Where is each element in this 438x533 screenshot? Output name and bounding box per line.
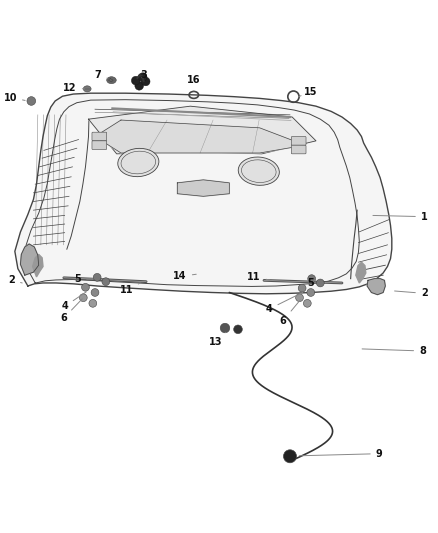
Circle shape xyxy=(27,96,35,106)
Text: 10: 10 xyxy=(4,93,25,102)
Circle shape xyxy=(220,323,230,333)
Text: 2: 2 xyxy=(8,276,22,285)
Text: 11: 11 xyxy=(120,283,140,295)
Polygon shape xyxy=(95,120,305,153)
Circle shape xyxy=(138,73,147,82)
Text: 9: 9 xyxy=(299,449,382,459)
Text: 7: 7 xyxy=(95,70,108,80)
Circle shape xyxy=(91,288,99,296)
Circle shape xyxy=(316,279,324,287)
Text: 4: 4 xyxy=(266,293,303,314)
Circle shape xyxy=(81,284,89,291)
Polygon shape xyxy=(367,279,385,295)
Circle shape xyxy=(283,450,297,463)
FancyBboxPatch shape xyxy=(291,145,306,154)
Circle shape xyxy=(307,288,314,296)
Polygon shape xyxy=(88,106,316,154)
Circle shape xyxy=(89,300,97,307)
Text: 5: 5 xyxy=(307,278,315,288)
Circle shape xyxy=(141,77,150,86)
Ellipse shape xyxy=(107,77,116,84)
Text: 4: 4 xyxy=(61,292,86,311)
Text: 1: 1 xyxy=(373,212,427,222)
Text: 6: 6 xyxy=(60,299,82,324)
Ellipse shape xyxy=(83,86,91,92)
Circle shape xyxy=(233,325,242,334)
Text: 6: 6 xyxy=(280,300,300,326)
Text: 3: 3 xyxy=(140,70,147,80)
Circle shape xyxy=(135,82,144,90)
Polygon shape xyxy=(21,244,39,275)
Text: 13: 13 xyxy=(209,333,226,348)
Text: 12: 12 xyxy=(64,83,84,93)
Text: 8: 8 xyxy=(362,346,426,356)
Polygon shape xyxy=(32,254,43,277)
Text: 5: 5 xyxy=(74,274,93,285)
Circle shape xyxy=(308,274,315,282)
Text: 16: 16 xyxy=(187,75,201,91)
Text: 14: 14 xyxy=(173,271,196,281)
Circle shape xyxy=(304,300,311,307)
Polygon shape xyxy=(15,93,392,294)
Text: 11: 11 xyxy=(247,272,270,282)
FancyBboxPatch shape xyxy=(92,132,107,141)
Circle shape xyxy=(296,294,304,302)
FancyBboxPatch shape xyxy=(92,141,107,150)
Circle shape xyxy=(298,284,306,292)
Ellipse shape xyxy=(118,148,159,176)
Circle shape xyxy=(102,278,110,286)
Ellipse shape xyxy=(238,157,279,185)
Circle shape xyxy=(79,294,87,302)
Text: 2: 2 xyxy=(395,288,427,298)
FancyBboxPatch shape xyxy=(291,136,306,145)
Text: 15: 15 xyxy=(299,87,318,97)
Circle shape xyxy=(93,273,101,281)
Polygon shape xyxy=(177,180,230,196)
Polygon shape xyxy=(356,262,366,283)
Circle shape xyxy=(131,76,140,85)
